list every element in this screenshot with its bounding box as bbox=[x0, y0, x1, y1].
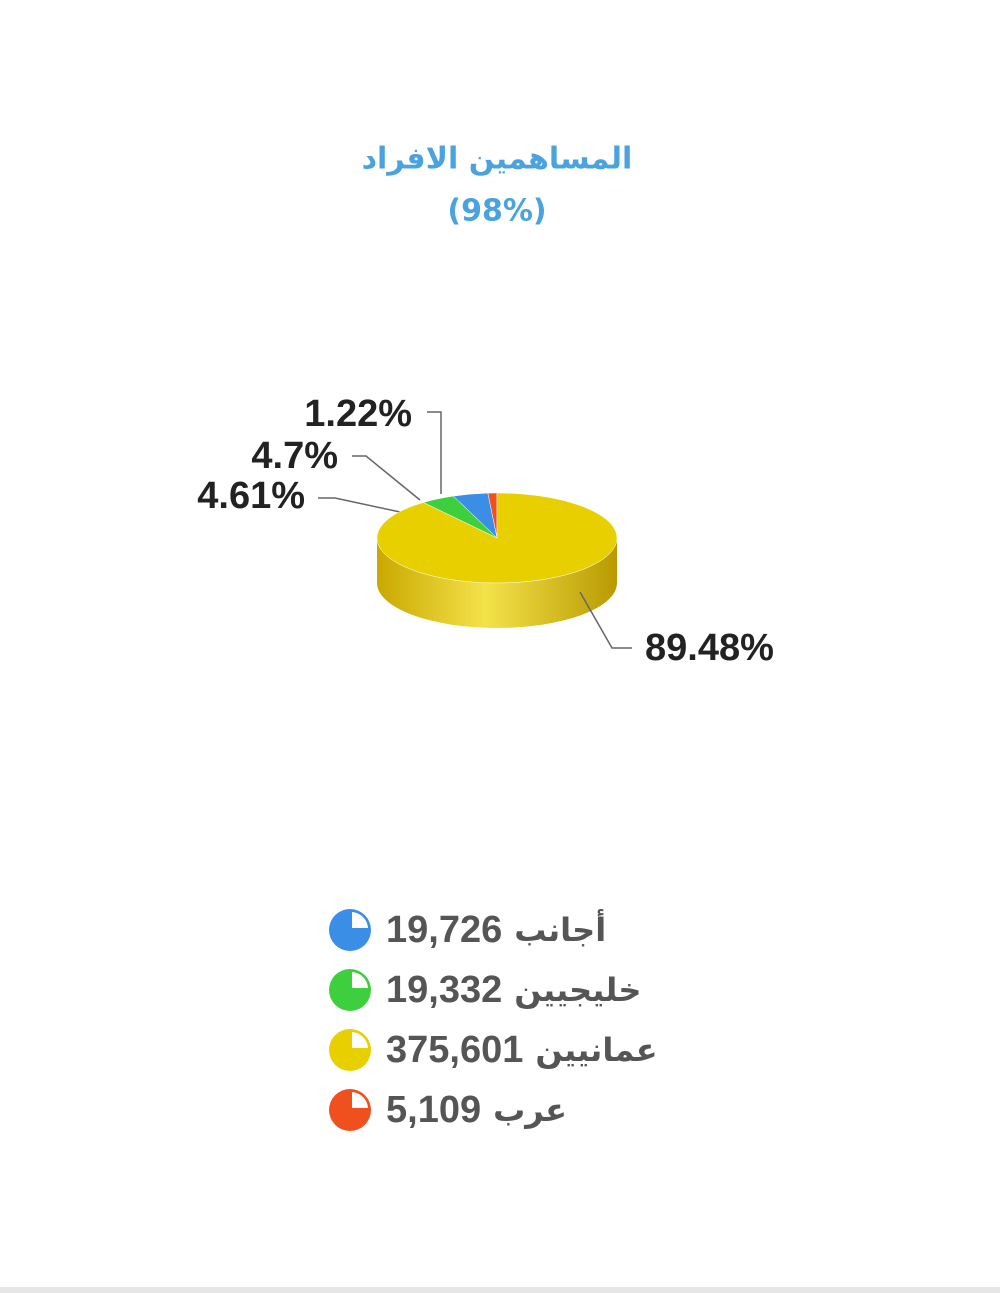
data-label: 1.22% bbox=[304, 393, 412, 435]
legend-item: 19,332 خليجيين bbox=[328, 960, 658, 1020]
legend-item: 375,601 عمانيين bbox=[328, 1020, 658, 1080]
chart-title: المساهمين الافراد bbox=[362, 142, 633, 177]
legend-cutout bbox=[352, 912, 368, 928]
legend-swatch bbox=[329, 1089, 371, 1131]
legend-swatch bbox=[329, 909, 371, 951]
pie-slice bbox=[376, 492, 618, 584]
legend-cutout bbox=[352, 1092, 368, 1108]
legend-label: أجانب bbox=[514, 911, 607, 949]
footer-rule bbox=[0, 1287, 1000, 1293]
legend-icon bbox=[329, 1029, 371, 1071]
data-label: 4.7% bbox=[251, 435, 338, 477]
legend-count: 375,601 bbox=[386, 1028, 524, 1071]
pie: 1.22%4.7%4.61% 89.48% bbox=[197, 393, 774, 669]
legend-count: 5,109 bbox=[386, 1088, 482, 1131]
legend-icon bbox=[329, 909, 371, 951]
legend-item: 5,109 عرب bbox=[328, 1080, 658, 1140]
leader-line bbox=[318, 497, 401, 513]
legend-item: 19,726 أجانب bbox=[328, 900, 658, 960]
legend-count: 19,332 bbox=[386, 968, 503, 1011]
legend-label: خليجيين bbox=[514, 971, 642, 1009]
leader-line bbox=[352, 455, 421, 501]
legend-swatch bbox=[329, 969, 371, 1011]
legend: 19,726 أجانب 19,332 خليجيين 375,601 عمانيين 5,… bbox=[328, 900, 658, 1140]
legend-cutout bbox=[352, 1032, 368, 1048]
chart-subtitle: (98%) bbox=[447, 194, 546, 229]
leader-line bbox=[427, 411, 442, 494]
data-label: 4.61% bbox=[197, 475, 305, 517]
legend-icon bbox=[329, 969, 371, 1011]
legend-label: عرب bbox=[493, 1091, 568, 1129]
legend-cutout bbox=[352, 972, 368, 988]
legend-swatch bbox=[329, 1029, 371, 1071]
legend-icon bbox=[329, 1089, 371, 1131]
data-label: 89.48% bbox=[645, 627, 774, 669]
chart: المساهمين الافراد (98%) 1.22%4.7%4.61% 89… bbox=[197, 142, 774, 670]
legend-count: 19,726 bbox=[386, 908, 503, 951]
legend-label: عمانيين bbox=[535, 1031, 658, 1069]
leader-line bbox=[579, 591, 632, 649]
